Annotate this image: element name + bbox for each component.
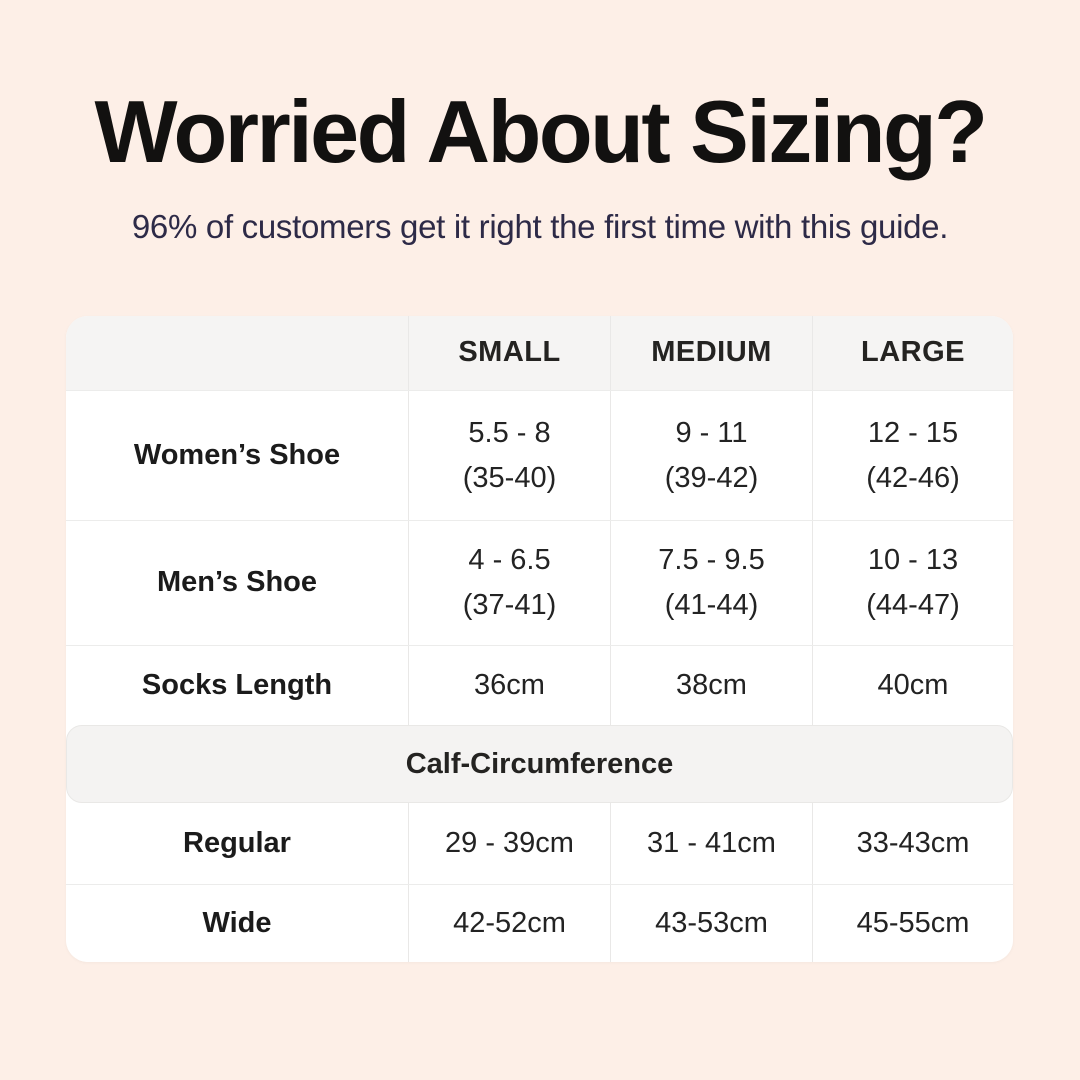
cell-womens-large: 12 - 15 (42-46): [813, 391, 1013, 520]
cell-regular-medium: 31 - 41cm: [611, 803, 813, 884]
cell-subvalue: (42-46): [866, 461, 960, 494]
header-empty-cell: [66, 316, 409, 390]
cell-wide-large: 45-55cm: [856, 906, 970, 939]
cell-womens-small: 5.5 - 8 (35-40): [409, 391, 611, 520]
cell-subvalue: (41-44): [664, 589, 759, 621]
column-header-medium: MEDIUM: [611, 316, 813, 390]
cell-value: 7.5 - 9.5: [658, 544, 765, 577]
table-row-wide: Wide 42-52cm 43-53cm 45-55cm: [66, 884, 1013, 962]
page-title: Worried About Sizing?: [94, 82, 988, 181]
cell-subvalue: (37-41): [462, 589, 557, 621]
size-table: SMALL MEDIUM LARGE Women’s Shoe 5.5 - 8 …: [66, 316, 1013, 962]
cell-womens-medium: 9 - 11 (39-42): [611, 391, 813, 520]
cell-mens-small: 4 - 6.5 (37-41): [409, 521, 611, 645]
table-row-womens-shoe: Women’s Shoe 5.5 - 8 (35-40) 9 - 11 (39-…: [66, 390, 1013, 520]
cell-socks-large: 40cm: [877, 668, 949, 701]
row-label-mens-shoe: Men’s Shoe: [66, 521, 409, 645]
row-label-socks-length: Socks Length: [66, 646, 409, 725]
cell-subvalue: (44-47): [866, 589, 960, 621]
cell-regular-small: 29 - 39cm: [409, 803, 611, 884]
page-subtitle: 96% of customers get it right the first …: [131, 208, 949, 245]
section-header-calf-circumference: Calf-Circumference: [66, 725, 1013, 803]
column-header-large: LARGE: [861, 336, 965, 369]
table-header-row: SMALL MEDIUM LARGE: [66, 316, 1013, 390]
cell-wide-small: 42-52cm: [409, 885, 611, 962]
row-label-wide: Wide: [66, 885, 409, 962]
cell-regular-large: 33-43cm: [856, 826, 970, 859]
row-label-womens-shoe: Women’s Shoe: [66, 391, 409, 520]
column-header-small: SMALL: [409, 316, 611, 390]
row-label-regular: Regular: [66, 803, 409, 884]
cell-socks-small: 36cm: [409, 646, 611, 725]
table-row-mens-shoe: Men’s Shoe 4 - 6.5 (37-41) 7.5 - 9.5 (41…: [66, 520, 1013, 645]
cell-wide-medium: 43-53cm: [611, 885, 813, 962]
cell-mens-large: 10 - 13 (44-47): [813, 521, 1013, 645]
table-row-socks-length: Socks Length 36cm 38cm 40cm: [66, 645, 1013, 725]
cell-socks-medium: 38cm: [611, 646, 813, 725]
table-row-regular: Regular 29 - 39cm 31 - 41cm 33-43cm: [66, 803, 1013, 884]
cell-value: 5.5 - 8: [468, 416, 551, 449]
cell-value: 10 - 13: [867, 544, 959, 577]
cell-subvalue: (39-42): [664, 461, 759, 494]
cell-mens-medium: 7.5 - 9.5 (41-44): [611, 521, 813, 645]
cell-value: 12 - 15: [867, 416, 959, 449]
cell-value: 9 - 11: [675, 416, 748, 449]
cell-subvalue: (35-40): [462, 461, 557, 494]
cell-value: 4 - 6.5: [468, 544, 551, 577]
section-header-label: Calf-Circumference: [405, 747, 674, 780]
